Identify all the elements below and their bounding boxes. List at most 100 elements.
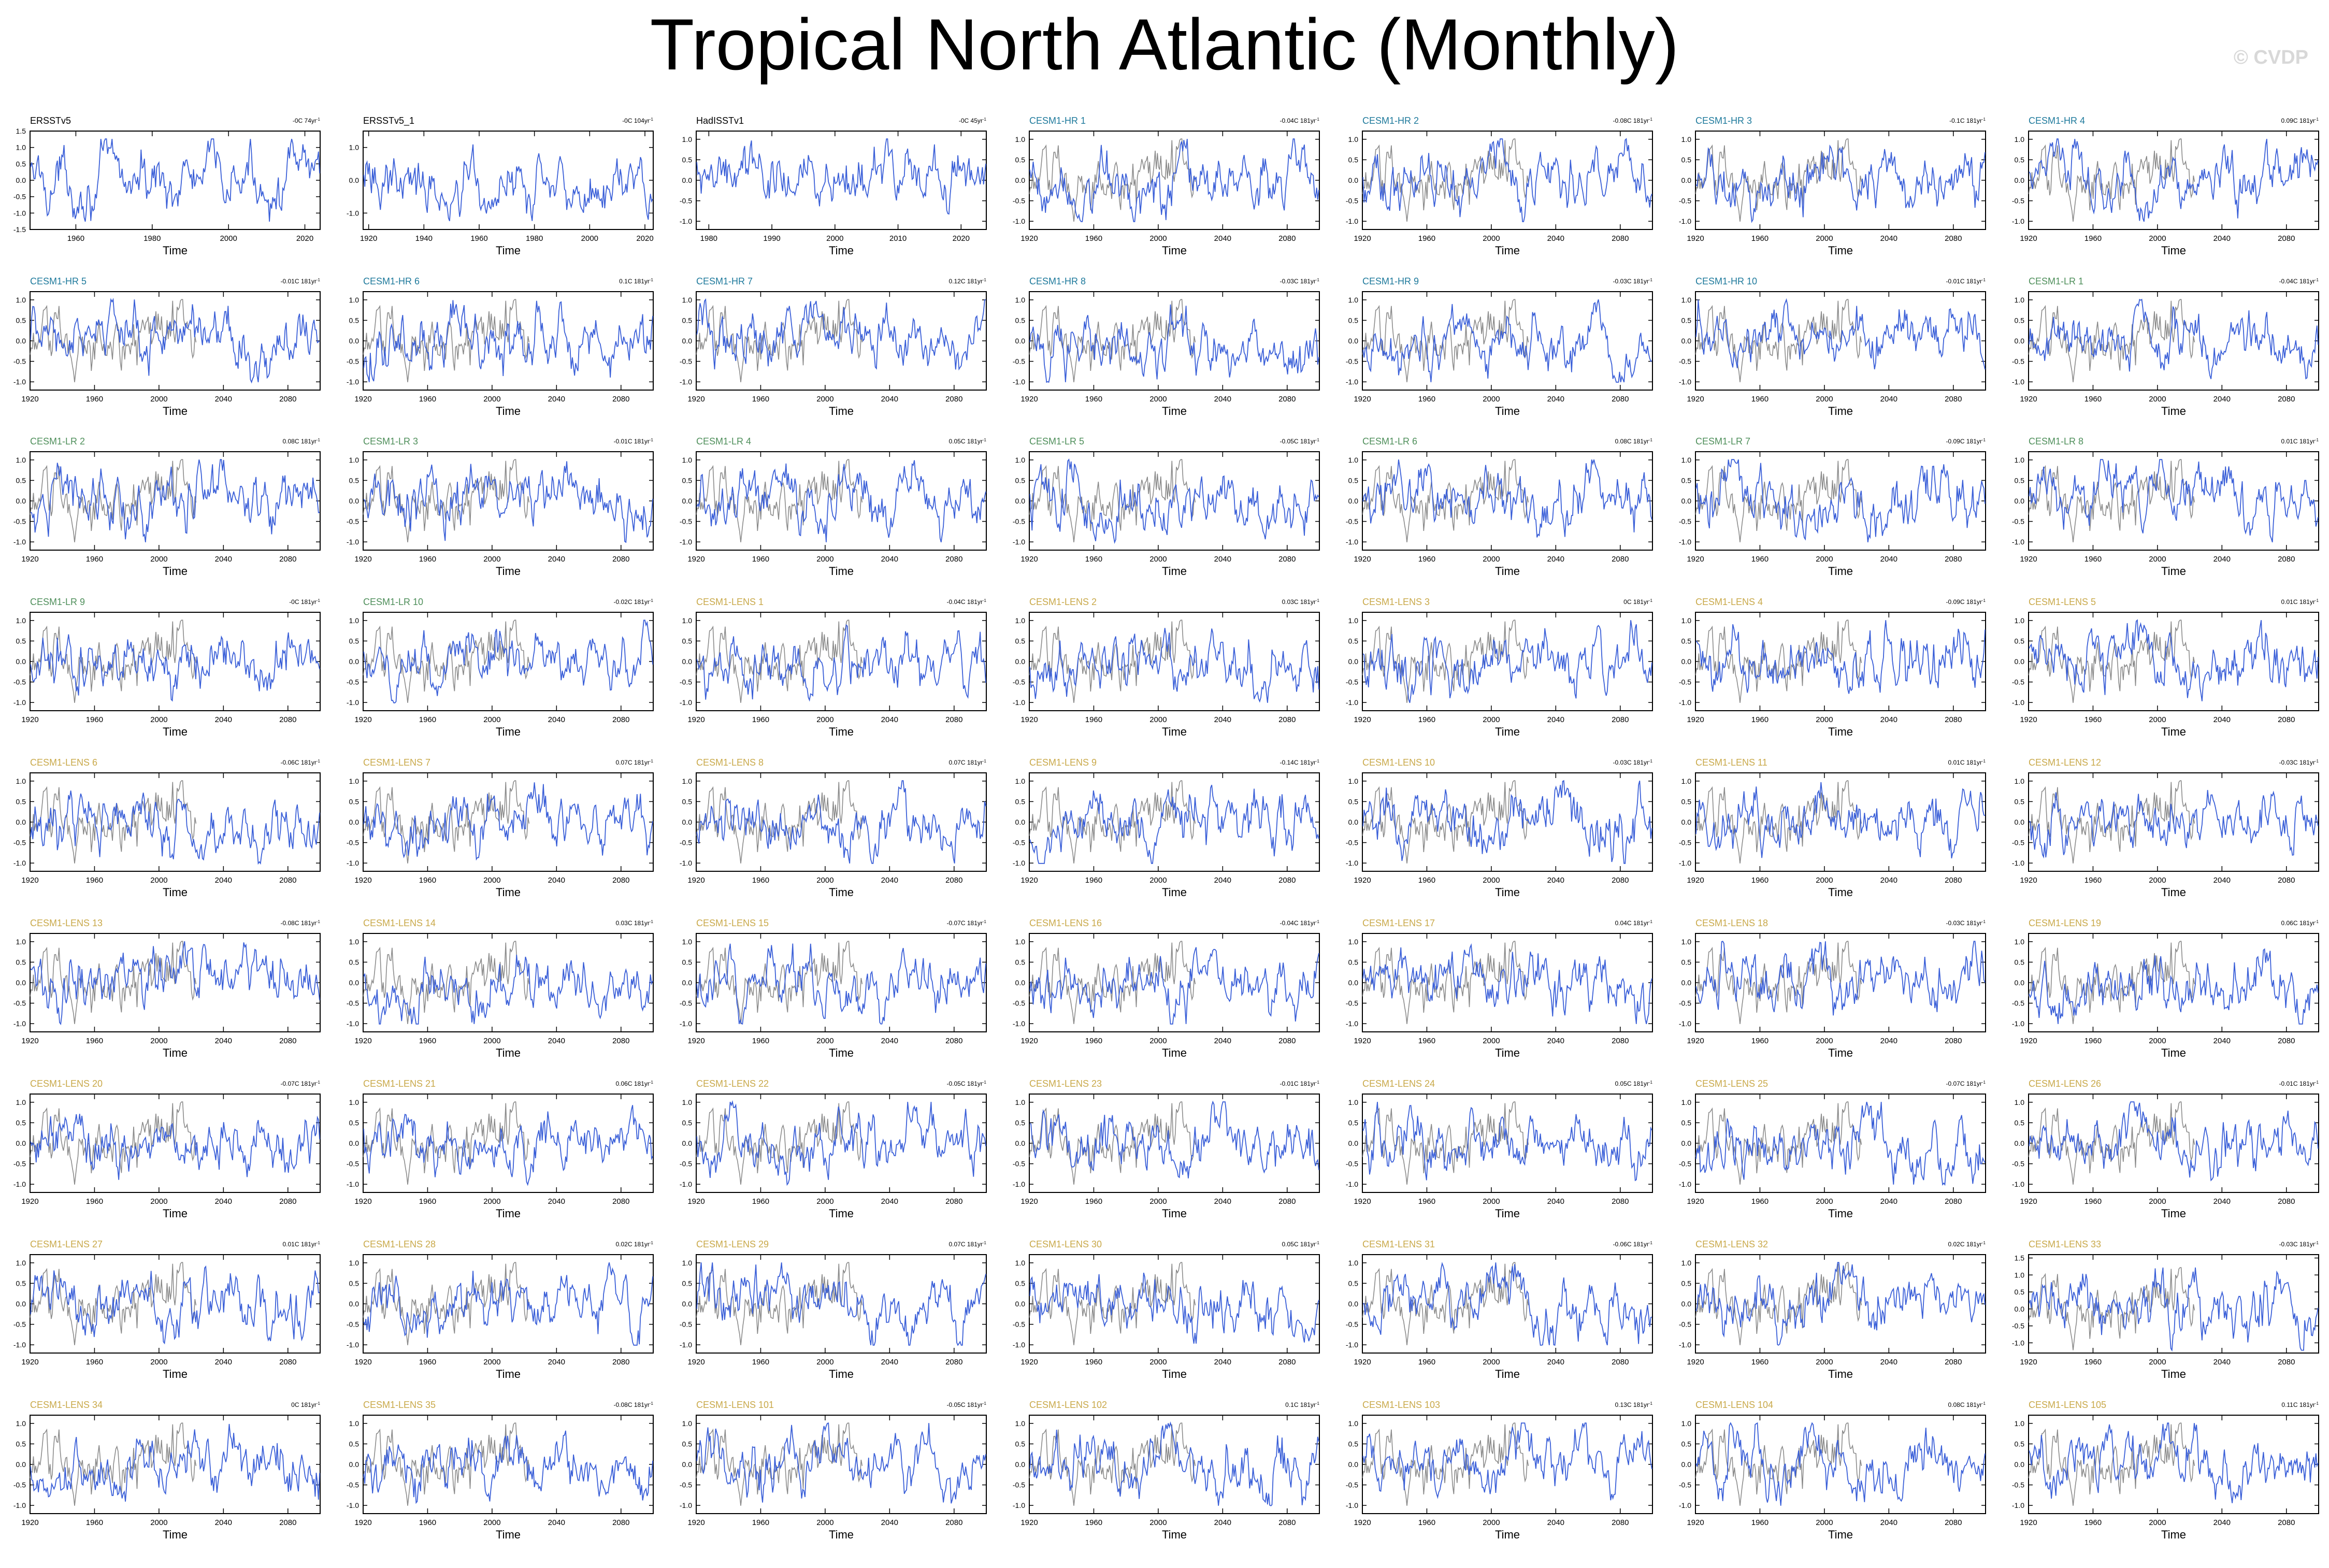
- x-tick-label: 1960: [2084, 1037, 2102, 1045]
- y-tick-label: -0.5: [2012, 678, 2024, 686]
- x-tick-label: 2080: [945, 1037, 962, 1045]
- chart-panel: CESM1-LENS 33 -0.03C 181yr-1 1.5 1.0 0.5 0.0 -…: [2012, 1239, 2319, 1380]
- x-tick-label: 2080: [1945, 876, 1962, 885]
- x-axis-label: Time: [1495, 1207, 1520, 1220]
- x-tick-label: 1960: [1418, 1358, 1435, 1366]
- trend-label: -0.1C 181yr-1: [1949, 117, 1986, 125]
- y-tick-label: -0.5: [680, 517, 692, 526]
- y-tick-label: 1.0: [1015, 296, 1026, 304]
- y-tick-label: -0.5: [347, 999, 359, 1008]
- chart-panel: CESM1-LR 10 -0.02C 181yr-1 1.0 0.5 0.0 -0.5 -1…: [347, 597, 654, 738]
- x-tick-label: 1960: [2084, 234, 2102, 243]
- series-line: [30, 138, 320, 222]
- y-tick-label: -1.5: [13, 225, 26, 234]
- observed-overlay-line: [363, 459, 530, 542]
- y-tick-label: -1.0: [2012, 217, 2024, 225]
- observed-overlay-line: [1695, 459, 1862, 542]
- x-tick-label: 2040: [215, 1518, 232, 1527]
- y-tick-label: 0.0: [349, 176, 360, 184]
- x-tick-label: 1920: [1020, 1037, 1038, 1045]
- panel-label: CESM1-LENS 30: [1029, 1239, 1102, 1249]
- y-tick-label: -1.0: [347, 538, 359, 546]
- series-line: [30, 1114, 320, 1180]
- x-tick-label: 2000: [1816, 1037, 1833, 1045]
- x-tick-label: 2040: [881, 876, 898, 885]
- series-line: [30, 1423, 320, 1502]
- y-tick-label: -1.0: [680, 1341, 692, 1349]
- x-tick-label: 2040: [2213, 1518, 2231, 1527]
- trend-label: 0.1C 181yr-1: [1285, 1401, 1319, 1409]
- series-line: [2029, 138, 2319, 222]
- series-line: [1362, 943, 1652, 1024]
- x-tick-label: 2000: [1816, 234, 1833, 243]
- y-tick-label: 0.0: [1348, 979, 1359, 987]
- y-tick-label: 0.5: [1015, 1440, 1026, 1448]
- y-tick-label: 0.0: [16, 1460, 26, 1469]
- x-tick-label: 2000: [150, 1197, 167, 1206]
- trend-label: -0.07C 181yr-1: [947, 919, 987, 927]
- chart-panel: CESM1-LENS 7 0.07C 181yr-1 1.0 0.5 0.0 -0.5 -1…: [347, 757, 654, 899]
- y-tick-label: -0.5: [1013, 678, 1025, 686]
- y-tick-label: -1.0: [1679, 1019, 1691, 1028]
- y-tick-label: -0.5: [680, 839, 692, 847]
- panel-label: CESM1-LENS 27: [30, 1239, 103, 1249]
- panel-label: CESM1-LENS 2: [1029, 597, 1097, 607]
- x-tick-label: 1960: [1418, 1197, 1435, 1206]
- x-axis-label: Time: [1495, 565, 1520, 578]
- y-tick-label: -1.0: [2012, 1501, 2024, 1509]
- x-tick-label: 1920: [2020, 1358, 2037, 1366]
- panel-label: CESM1-LENS 26: [2029, 1078, 2101, 1089]
- x-axis-label: Time: [163, 1207, 188, 1220]
- y-tick-label: 1.0: [1348, 777, 1359, 785]
- x-tick-label: 2000: [483, 1037, 500, 1045]
- y-tick-label: 1.0: [1348, 938, 1359, 946]
- x-tick-label: 2040: [881, 555, 898, 564]
- chart-panel: ERSSTv5_1 -0C 104yr-1 1.0 0.0 -1.0 1920 1940 19…: [347, 116, 654, 257]
- y-tick-label: 0.5: [1681, 1440, 1692, 1448]
- trend-label: -0.14C 181yr-1: [1280, 759, 1320, 767]
- y-tick-label: 0.0: [682, 176, 693, 184]
- y-tick-label: -1.0: [680, 217, 692, 225]
- x-tick-label: 2000: [2149, 1518, 2166, 1527]
- y-tick-label: 0.5: [682, 316, 693, 324]
- x-tick-label: 2040: [881, 1197, 898, 1206]
- y-tick-label: -0.5: [347, 1320, 359, 1329]
- series-line: [1029, 304, 1319, 383]
- series-line: [1362, 1102, 1652, 1182]
- x-tick-label: 1920: [2020, 1518, 2037, 1527]
- y-tick-label: -1.0: [13, 538, 26, 546]
- y-tick-label: 1.0: [682, 777, 693, 785]
- y-tick-label: -0.5: [1013, 1320, 1025, 1329]
- panel-label: CESM1-LENS 32: [1695, 1239, 1768, 1249]
- x-tick-label: 1920: [1687, 876, 1704, 885]
- y-tick-label: -1.0: [13, 209, 26, 217]
- x-tick-label: 1960: [1751, 1037, 1769, 1045]
- series-line: [696, 943, 986, 1025]
- y-tick-label: -0.5: [680, 1481, 692, 1489]
- panel-label: CESM1-LR 1: [2029, 276, 2083, 286]
- x-tick-label: 1920: [1687, 1037, 1704, 1045]
- y-tick-label: 0.5: [16, 1279, 26, 1287]
- y-tick-label: -1.0: [13, 378, 26, 386]
- panel-label: CESM1-LENS 103: [1362, 1400, 1440, 1410]
- y-tick-label: -1.0: [2012, 698, 2024, 707]
- y-tick-label: 1.0: [682, 296, 693, 304]
- series-line: [2029, 459, 2319, 543]
- x-axis-label: Time: [1495, 244, 1520, 257]
- y-tick-label: -1.0: [1679, 538, 1691, 546]
- trend-label: 0.08C 181yr-1: [1615, 438, 1653, 445]
- x-tick-label: 2040: [2213, 555, 2231, 564]
- y-tick-label: 1.0: [1681, 135, 1692, 143]
- y-tick-label: 0.5: [349, 797, 360, 805]
- x-tick-label: 2000: [2149, 1037, 2166, 1045]
- y-tick-label: -1.0: [1679, 698, 1691, 707]
- y-tick-label: 0.0: [682, 979, 693, 987]
- y-tick-label: -1.0: [1346, 538, 1358, 546]
- x-tick-label: 1920: [354, 1358, 371, 1366]
- x-tick-label: 2000: [1483, 234, 1500, 243]
- y-tick-label: 0.0: [2015, 497, 2025, 505]
- x-tick-label: 2080: [945, 715, 962, 724]
- y-tick-label: 1.0: [1348, 1098, 1359, 1106]
- x-tick-label: 1960: [1751, 1358, 1769, 1366]
- x-tick-label: 1920: [687, 1197, 705, 1206]
